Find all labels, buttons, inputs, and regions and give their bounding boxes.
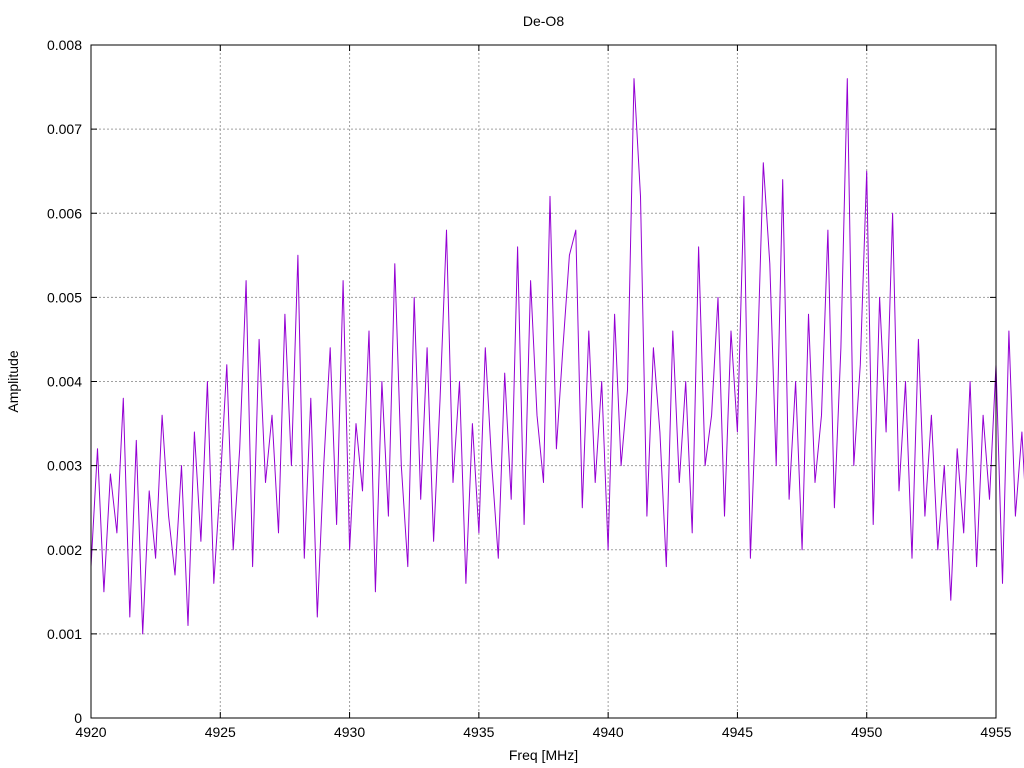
y-tick-labels: 0 0.001 0.002 0.003 0.004 0.005 0.006 0.007 0.00… [47, 37, 82, 726]
y-axis-title: Amplitude [5, 350, 21, 412]
x-tick-labels: 4920 4925 4930 4935 4940 4945 4950 4955 [75, 724, 1011, 740]
x-tick-label: 4955 [980, 724, 1011, 740]
x-tick-label: 4945 [722, 724, 753, 740]
y-tick-label: 0.006 [47, 205, 82, 221]
y-tick-label: 0.002 [47, 542, 82, 558]
chart-title: De-O8 [523, 13, 564, 29]
y-tick-label: 0.008 [47, 37, 82, 53]
series-layer [90, 78, 1024, 635]
x-tick-label: 4935 [463, 724, 494, 740]
y-tick-label: 0.001 [47, 626, 82, 642]
y-tick-label: 0.004 [47, 374, 82, 390]
x-tick-label: 4950 [851, 724, 882, 740]
x-tick-label: 4920 [75, 724, 106, 740]
y-tick-label: 0.003 [47, 458, 82, 474]
grid-lines [91, 45, 996, 718]
y-tick-label: 0.007 [47, 121, 82, 137]
x-tick-label: 4925 [205, 724, 236, 740]
x-axis-title: Freq [MHz] [509, 747, 578, 763]
y-tick-label: 0.005 [47, 289, 82, 305]
x-tick-label: 4940 [593, 724, 624, 740]
axis-ticks [90, 44, 997, 719]
series-line [90, 78, 1024, 635]
y-tick-label: 0 [74, 710, 82, 726]
x-tick-label: 4930 [334, 724, 365, 740]
